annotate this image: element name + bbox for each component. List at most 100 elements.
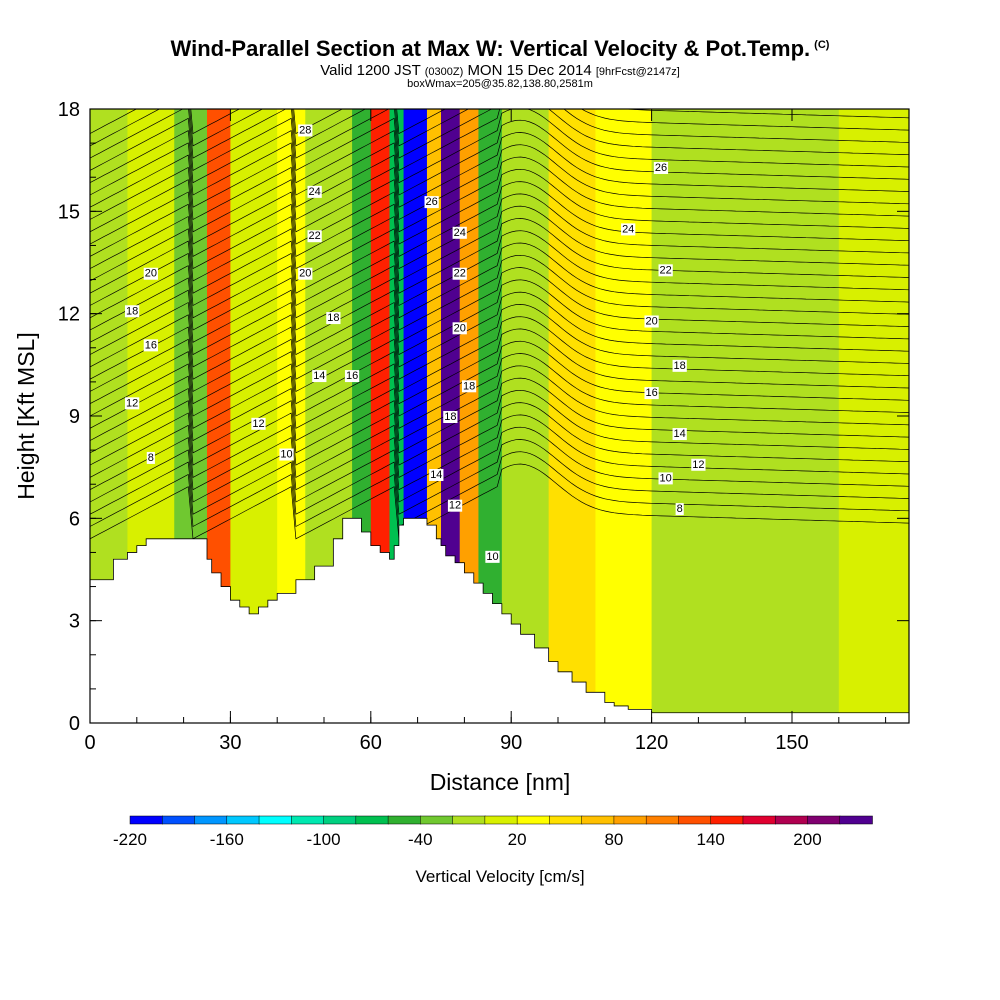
- x-tick-label: 150: [775, 732, 808, 754]
- contour-label-text: 24: [454, 227, 466, 239]
- contour-label-bg: [443, 411, 458, 423]
- contour-label-bg: [307, 230, 322, 243]
- y-tick-label: 6: [69, 508, 80, 530]
- theta-contour: [90, 389, 909, 466]
- contour-label: 20: [298, 267, 313, 280]
- contour-label: 16: [644, 387, 659, 400]
- terrain-mask: [90, 518, 909, 723]
- x-tick-label: 90: [500, 732, 522, 754]
- contour-label: 18: [461, 380, 477, 393]
- colorbar-swatch: [710, 815, 744, 825]
- theta-contour: [90, 119, 909, 196]
- contour-label-bg: [644, 315, 659, 328]
- colorbar: -220 -160 -100 -40 20 80 140 200: [113, 815, 873, 849]
- theta-contour: [90, 365, 909, 442]
- y-tick-label: 18: [58, 99, 80, 121]
- contour-label-text: 14: [430, 469, 442, 481]
- colorbar-swatch: [226, 815, 260, 825]
- contour-label: 8: [146, 451, 155, 464]
- y-tick-label: 15: [58, 201, 80, 223]
- theta-contour: [90, 230, 909, 307]
- contour-label-bg: [485, 550, 500, 563]
- contour-label-text: 8: [677, 503, 683, 515]
- theta-contour: [90, 144, 909, 221]
- contour-label: 24: [307, 185, 322, 198]
- theta-contour: [90, 291, 909, 368]
- theta-contour: [90, 426, 909, 503]
- theta-contour: [90, 463, 909, 540]
- colorbar-swatch: [258, 815, 293, 825]
- contour-label-text: 12: [252, 418, 264, 430]
- colorbar-swatch: [420, 815, 454, 825]
- colorbar-tick-label: 80: [604, 830, 623, 849]
- forecast-info: [9hrFcst@2147z]: [595, 66, 680, 78]
- colorbar-swatch: [807, 815, 841, 825]
- colorbar-swatch: [678, 815, 712, 825]
- colorbar-swatch: [194, 815, 228, 825]
- contour-label-text: 12: [692, 459, 704, 471]
- contour-label: 10: [279, 448, 294, 461]
- x-tick-label: 120: [635, 732, 668, 754]
- colorbar-swatch: [516, 815, 551, 825]
- contour-label-bg: [146, 451, 155, 464]
- theta-contour: [90, 242, 909, 319]
- theta-contour: [90, 168, 909, 245]
- contour-label-text: 18: [444, 411, 456, 423]
- theta-contour: [90, 402, 909, 478]
- chart-subtitle: Valid 1200 JST (0300Z) MON 15 Dec 2014 […: [0, 62, 1000, 79]
- theta-contour: [90, 132, 909, 208]
- y-axis: 0 3 6 9 12 15 18: [58, 99, 909, 735]
- theta-contour: [90, 316, 909, 392]
- colorbar-label: Vertical Velocity [cm/s]: [415, 867, 584, 886]
- contour-label-bg: [452, 226, 467, 239]
- colorbar-swatch: [645, 815, 680, 825]
- contour-label: 20: [644, 315, 659, 328]
- contour-label-text: 10: [660, 472, 672, 484]
- terrain-outline: [89, 517, 910, 724]
- contour-label-bg: [447, 499, 463, 512]
- contour-label-bg: [672, 428, 687, 441]
- contour-label-bg: [452, 322, 467, 335]
- x-axis-label: Distance [nm]: [430, 769, 571, 795]
- theta-contour: [90, 109, 909, 184]
- contour-label: 22: [658, 264, 673, 277]
- contour-label-text: 14: [674, 428, 686, 440]
- contour-label: 14: [672, 428, 687, 441]
- contour-label-text: 14: [313, 370, 325, 382]
- theta-contour: [90, 205, 909, 282]
- x-axis: 0 30 60 90 120 150: [84, 109, 887, 754]
- contour-label: 12: [251, 417, 266, 430]
- theta-contour: [90, 254, 909, 331]
- contour-label-bg: [124, 397, 140, 410]
- contour-label: 22: [307, 230, 322, 243]
- title-text: Wind-Parallel Section at Max W: Vertical…: [170, 36, 811, 61]
- theta-contour: [90, 218, 909, 294]
- theta-contour: [90, 193, 909, 270]
- contour-label: 18: [124, 305, 140, 318]
- contour-label-text: 20: [645, 315, 657, 327]
- contour-label-bg: [429, 468, 444, 481]
- contour-label: 14: [429, 468, 444, 481]
- colorbar-swatch: [452, 815, 486, 825]
- contour-label: 8: [675, 503, 684, 516]
- colorbar-swatch: [323, 815, 357, 825]
- contour-label-text: 26: [426, 196, 438, 208]
- contour-label: 22: [452, 267, 467, 280]
- theta-contour: [90, 340, 909, 417]
- theta-contour: [90, 328, 909, 405]
- colorbar-swatch: [839, 815, 873, 825]
- theta-contour: [90, 414, 909, 491]
- contour-label-text: 18: [327, 312, 339, 324]
- contour-label-text: 24: [622, 223, 634, 235]
- contour-label-text: 24: [309, 186, 321, 198]
- x-tick-label: 0: [84, 732, 95, 754]
- contour-label-bg: [307, 185, 322, 198]
- copyright-mark: (C): [814, 38, 830, 51]
- theta-contour: [90, 279, 909, 356]
- y-tick-label: 12: [58, 304, 80, 326]
- valid-date: MON 15 Dec 2014: [467, 62, 592, 79]
- colorbar-tick-label: -40: [408, 830, 433, 849]
- contour-label-text: 20: [299, 268, 311, 280]
- contour-label-text: 22: [660, 264, 672, 276]
- contour-label-bg: [251, 417, 266, 430]
